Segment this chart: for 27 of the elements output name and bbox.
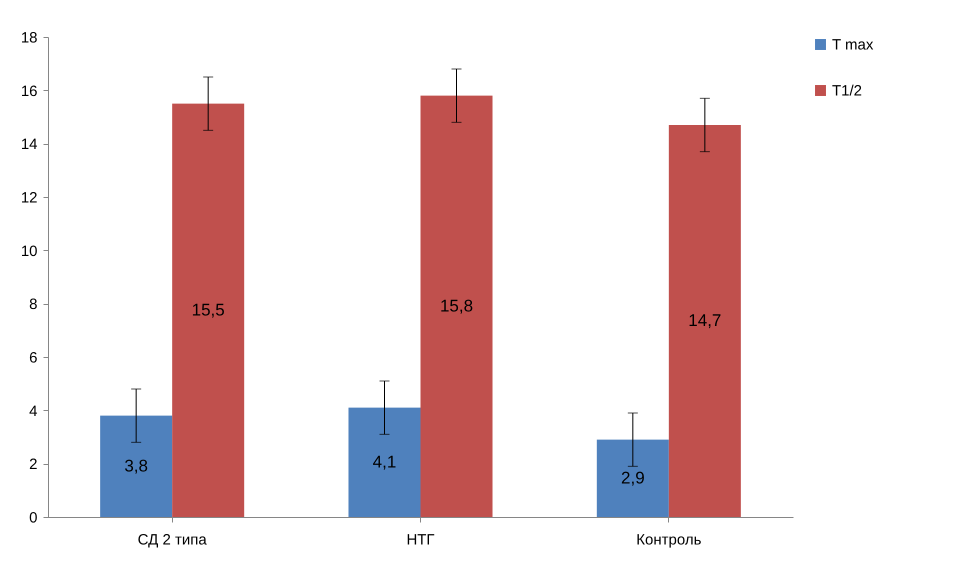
data-label: 4,1: [372, 452, 396, 472]
bar: [172, 104, 244, 517]
x-tick-label: СД 2 типа: [138, 532, 208, 548]
y-tick-label: 8: [29, 296, 38, 314]
y-tick-label: 16: [20, 82, 38, 100]
y-tick-label: 10: [20, 242, 38, 260]
legend-label: T max: [832, 36, 874, 54]
bar: [348, 408, 420, 517]
data-label: 3,8: [124, 456, 148, 476]
y-tick-label: 6: [29, 350, 38, 366]
y-tick-label: 2: [29, 456, 38, 474]
x-tick-label: НТГ: [406, 532, 435, 548]
data-label: 15,8: [440, 296, 474, 316]
data-label: 15,5: [192, 300, 225, 320]
x-tick-label: Контроль: [636, 532, 702, 548]
y-tick-label: 4: [29, 402, 38, 420]
data-label: 14,7: [688, 311, 722, 330]
bar: [100, 416, 172, 517]
bar: [668, 125, 741, 517]
data-label: 2,9: [621, 468, 645, 488]
bar: [420, 96, 493, 517]
y-tick-label: 18: [20, 30, 38, 46]
y-tick-label: 14: [20, 136, 38, 154]
y-tick-label: 12: [20, 190, 38, 206]
legend-label: T1/2: [832, 82, 862, 100]
bar: [596, 440, 669, 517]
y-tick-label: 0: [29, 510, 38, 526]
